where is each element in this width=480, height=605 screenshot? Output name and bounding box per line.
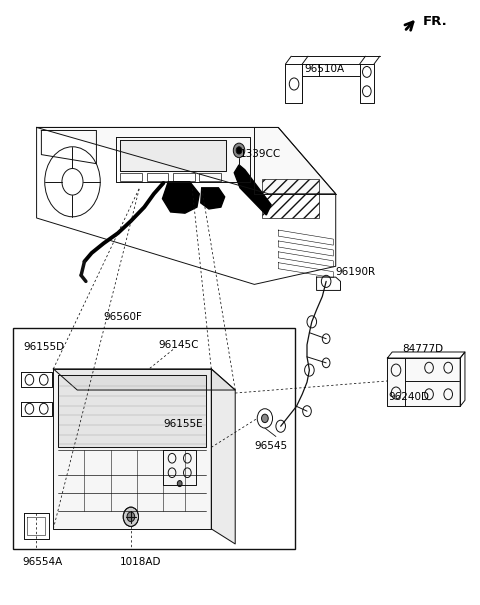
Polygon shape	[53, 369, 235, 390]
Bar	[262, 178, 319, 218]
Text: 96510A: 96510A	[305, 64, 345, 74]
Circle shape	[127, 512, 135, 522]
Circle shape	[233, 143, 245, 158]
Text: 96155E: 96155E	[163, 419, 203, 430]
Circle shape	[123, 507, 139, 526]
Circle shape	[262, 414, 268, 423]
Bar	[199, 173, 221, 180]
Polygon shape	[58, 375, 206, 447]
Text: 96155D: 96155D	[24, 342, 65, 352]
Text: 96145C: 96145C	[158, 339, 199, 350]
Text: 96545: 96545	[254, 441, 288, 451]
Polygon shape	[36, 128, 336, 194]
Bar	[12, 329, 295, 549]
Bar	[173, 173, 194, 180]
Text: 96560F: 96560F	[104, 312, 143, 321]
Bar	[147, 173, 168, 180]
Polygon shape	[234, 165, 271, 215]
Circle shape	[236, 147, 242, 154]
Polygon shape	[211, 369, 235, 544]
Text: 1339CC: 1339CC	[240, 149, 281, 159]
Polygon shape	[387, 358, 460, 407]
Text: 96240D: 96240D	[388, 392, 430, 402]
Polygon shape	[201, 188, 225, 209]
Text: 96554A: 96554A	[22, 557, 62, 567]
Bar	[120, 173, 142, 180]
Text: 1018AD: 1018AD	[120, 557, 161, 567]
Polygon shape	[120, 140, 226, 171]
Text: 84777D: 84777D	[403, 344, 444, 354]
Polygon shape	[53, 369, 211, 529]
Text: FR.: FR.	[423, 15, 447, 28]
Polygon shape	[162, 182, 199, 213]
Circle shape	[177, 480, 182, 486]
Text: 96190R: 96190R	[336, 267, 376, 277]
